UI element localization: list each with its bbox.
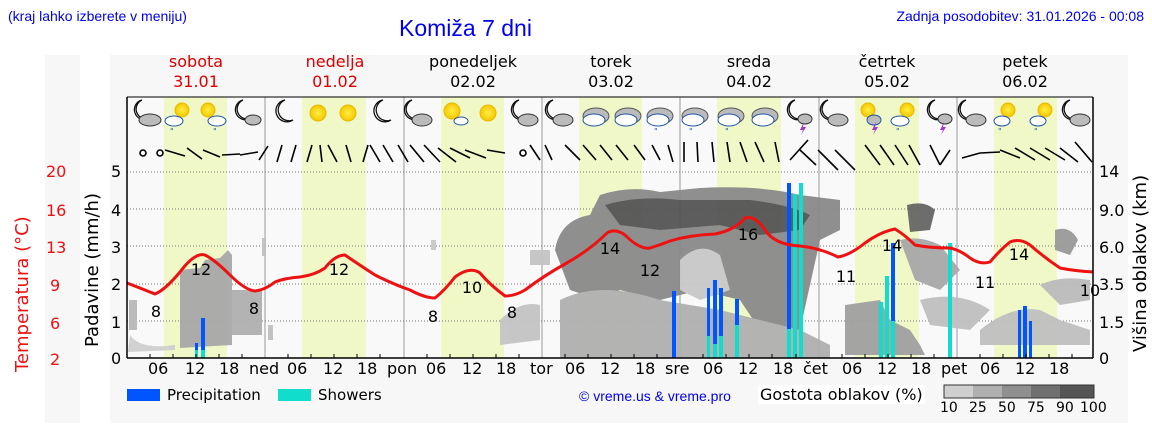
night-cloudy-icon — [819, 99, 849, 127]
svg-text:8: 8 — [428, 307, 438, 326]
overcast-rain-icon: " — [681, 107, 709, 136]
svg-text:11: 11 — [836, 267, 856, 286]
svg-text:8: 8 — [249, 299, 259, 318]
day-header: četrtek 05.02 — [858, 52, 916, 91]
sun-cloud-icon — [443, 102, 469, 126]
day-header: petek 06.02 — [1002, 52, 1048, 91]
moon-icon — [275, 99, 294, 123]
svg-text:14: 14 — [1009, 245, 1029, 264]
cloud-density-label: Gostota oblakov (%) — [758, 385, 925, 404]
sun-rain-icon: " — [200, 102, 227, 136]
svg-text:12: 12 — [329, 260, 349, 279]
overcast-icon — [751, 107, 779, 127]
overcast-rain-icon: " — [646, 107, 674, 136]
day-header: torek 03.02 — [588, 52, 634, 91]
svg-text:16: 16 — [738, 225, 758, 244]
svg-text:10: 10 — [462, 278, 482, 297]
svg-text:10: 10 — [1080, 281, 1100, 300]
weather-icons: " " " " " " " " — [133, 99, 1091, 136]
page-title: Komiža 7 dni — [399, 15, 532, 41]
svg-text:14: 14 — [882, 236, 902, 255]
x-axis-labels: 06 12 18 ned 06 12 18 pon 06 12 18 tor 0… — [148, 359, 1070, 378]
moon-icon — [373, 99, 392, 123]
night-thunder-icon — [786, 99, 813, 135]
night-cloudy-icon — [957, 99, 987, 127]
night-cloudy-icon — [133, 99, 162, 127]
copyright-link[interactable]: © vreme.us & vreme.pro — [579, 388, 731, 404]
svg-text:": " — [896, 127, 900, 136]
svg-text:": " — [725, 127, 729, 136]
precip-axis-label: Padavine (mm/h) — [82, 193, 103, 347]
svg-text:": " — [213, 127, 217, 136]
sun-thunder-icon — [860, 102, 882, 135]
day-header: nedelja 01.02 — [305, 52, 365, 91]
svg-text:": " — [689, 127, 693, 136]
sun-rain-icon: " — [993, 102, 1016, 136]
day-header: sreda 04.02 — [726, 52, 772, 91]
day-headers: sobota 31.01 nedelja 01.02 ponedeljek 02.02… — [0, 52, 1152, 96]
wind-barbs — [139, 139, 1093, 171]
legend-showers: Showers — [318, 386, 382, 404]
svg-text:": " — [170, 127, 174, 136]
svg-text:14: 14 — [600, 239, 620, 258]
temperature-labels: 8 12 8 12 8 10 8 14 12 16 11 14 11 14 10 — [151, 225, 1100, 326]
svg-text:11: 11 — [975, 273, 995, 292]
last-updated: Zadnja posodobitev: 31.01.2026 - 00:08 — [896, 8, 1144, 24]
location-hint[interactable]: (kraj lahko izberete v meniju) — [8, 8, 187, 24]
svg-text:": " — [1034, 127, 1038, 136]
cloud-density-layer — [128, 187, 1090, 358]
svg-text:": " — [998, 127, 1002, 136]
temp-axis-panel — [45, 55, 80, 423]
x-ticks — [149, 354, 1073, 358]
precipitation-bars — [195, 183, 1032, 358]
night-cloudy-icon — [544, 99, 574, 127]
svg-text:12: 12 — [640, 261, 660, 280]
sun-icon — [479, 104, 497, 122]
svg-text:12: 12 — [191, 260, 211, 279]
overcast-rain-icon: " — [717, 107, 745, 136]
svg-text:": " — [654, 127, 658, 136]
night-cloudy-icon — [234, 99, 262, 126]
temp-axis-label: Temperatura (°C) — [12, 216, 33, 372]
sun-rain-icon: " — [164, 102, 190, 136]
day-header: sobota 31.01 — [168, 52, 224, 91]
temperature-line — [126, 216, 1094, 300]
sun-rain-icon: " — [1029, 102, 1053, 136]
legend-precipitation: Precipitation — [167, 386, 261, 404]
night-cloudy-icon — [510, 99, 539, 127]
sun-icon — [309, 104, 327, 122]
overcast-icon — [582, 107, 610, 127]
cloud-density-scale — [943, 384, 1095, 399]
precipitation-swatch — [127, 389, 160, 401]
night-cloudy-icon — [1061, 99, 1091, 127]
showers-swatch — [278, 389, 311, 401]
cloud-height-label: Višina oblakov (km) — [1130, 174, 1151, 352]
svg-text:8: 8 — [507, 303, 517, 322]
night-thunder-icon — [926, 99, 953, 135]
night-cloudy-icon — [403, 99, 433, 127]
day-header: ponedeljek 02.02 — [429, 52, 517, 91]
sun-icon — [339, 104, 357, 122]
sun-rain-icon: " — [890, 102, 915, 136]
overcast-icon — [614, 107, 642, 127]
svg-text:8: 8 — [151, 302, 161, 321]
